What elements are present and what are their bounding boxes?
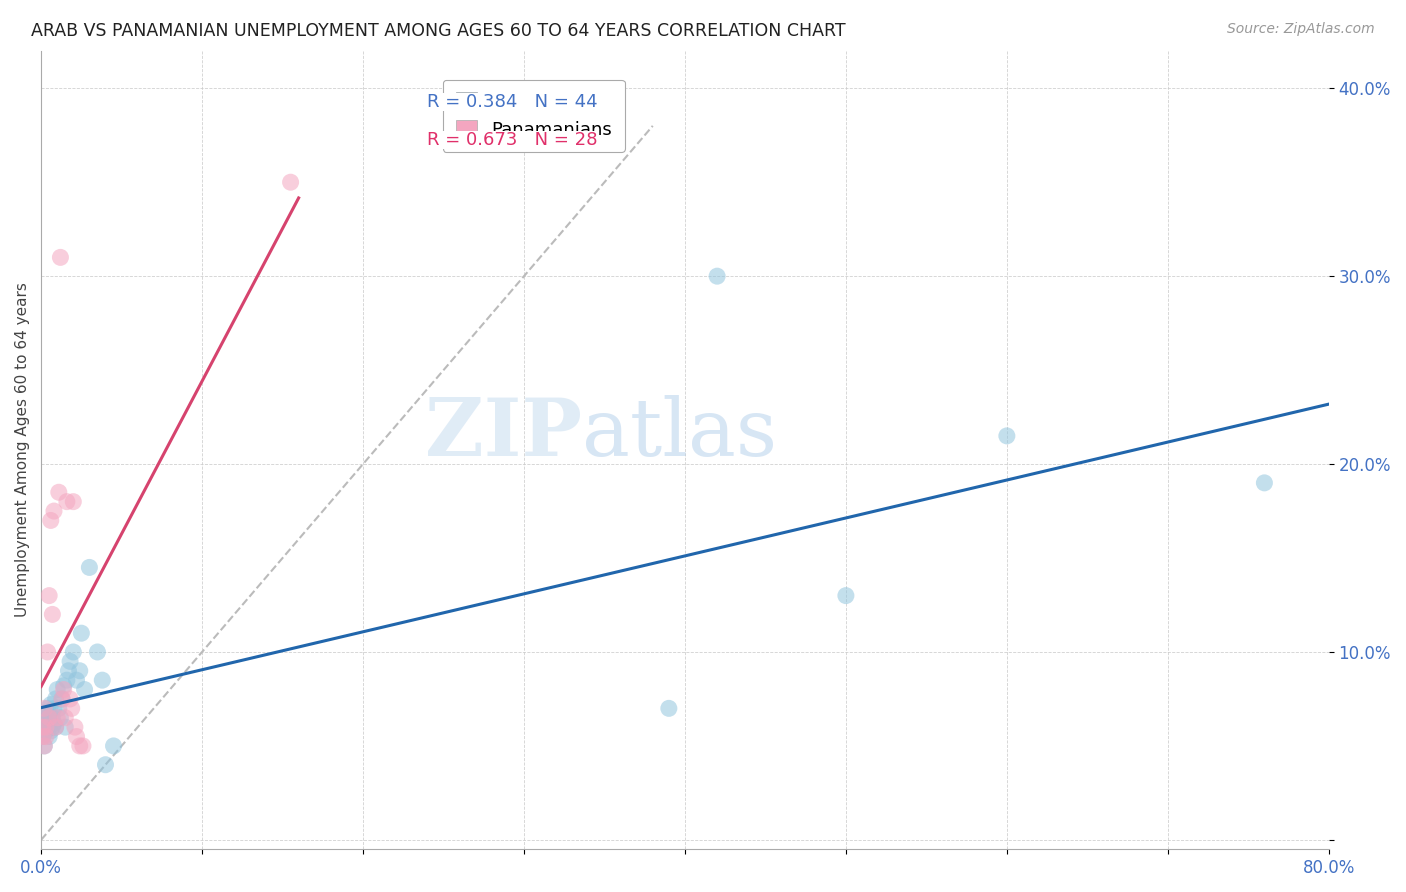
Point [69, 664, 91, 678]
Point [280, 175, 302, 189]
Point [58, 664, 80, 678]
Point [46, 682, 69, 697]
Point [56, 673, 79, 688]
Point [42, 701, 65, 715]
Point [34, 711, 56, 725]
Point [35, 723, 58, 738]
Point [38, 730, 60, 744]
Point [60, 701, 83, 715]
Point [59, 654, 82, 668]
Point [45, 692, 67, 706]
Point [38, 711, 60, 725]
Point [35, 716, 58, 731]
Point [35, 720, 58, 734]
Text: ARAB VS PANAMANIAN UNEMPLOYMENT AMONG AGES 60 TO 64 YEARS CORRELATION CHART: ARAB VS PANAMANIAN UNEMPLOYMENT AMONG AG… [31, 22, 845, 40]
Text: ZIP: ZIP [425, 395, 582, 473]
Point [94, 757, 117, 772]
Point [41, 711, 63, 725]
Point [62, 494, 84, 508]
Text: R = 0.673   N = 28: R = 0.673 N = 28 [427, 130, 598, 149]
Point [63, 720, 86, 734]
Point [34, 701, 56, 715]
Point [53, 711, 76, 725]
Point [103, 739, 125, 753]
Point [45, 720, 67, 734]
Point [73, 682, 96, 697]
Point [70, 626, 93, 640]
Point [39, 513, 62, 527]
Point [39, 698, 62, 712]
Point [1253, 475, 1275, 490]
Point [52, 682, 75, 697]
Point [31, 720, 53, 734]
Point [39, 723, 62, 738]
Point [31, 720, 53, 734]
Point [37, 701, 59, 715]
Point [38, 711, 60, 725]
Point [49, 251, 72, 265]
Point [49, 711, 72, 725]
Point [37, 645, 59, 659]
Point [46, 711, 69, 725]
Point [41, 607, 63, 622]
Point [62, 645, 84, 659]
Point [59, 692, 82, 706]
Point [38, 589, 60, 603]
Point [53, 720, 76, 734]
Legend: Arabs, Panamanians: Arabs, Panamanians [443, 79, 626, 152]
Point [48, 485, 70, 500]
Point [42, 504, 65, 518]
Point [658, 701, 681, 715]
Point [56, 494, 79, 508]
Point [995, 429, 1018, 443]
Text: Source: ZipAtlas.com: Source: ZipAtlas.com [1227, 22, 1375, 37]
Point [706, 269, 728, 284]
Point [91, 673, 114, 688]
Point [42, 716, 65, 731]
Point [65, 673, 87, 688]
Point [35, 730, 58, 744]
Y-axis label: Unemployment Among Ages 60 to 64 years: Unemployment Among Ages 60 to 64 years [15, 283, 30, 617]
Point [45, 720, 67, 734]
Point [69, 739, 91, 753]
Point [79, 560, 101, 574]
Point [37, 720, 59, 734]
Point [31, 730, 53, 744]
Text: atlas: atlas [582, 395, 778, 473]
Point [38, 720, 60, 734]
Text: R = 0.384   N = 44: R = 0.384 N = 44 [427, 93, 598, 111]
Point [51, 692, 73, 706]
Point [41, 720, 63, 734]
Point [835, 589, 858, 603]
Point [51, 692, 73, 706]
Point [48, 701, 70, 715]
Point [65, 730, 87, 744]
Point [86, 645, 108, 659]
Point [35, 705, 58, 719]
Point [72, 739, 94, 753]
Point [34, 739, 56, 753]
Point [52, 679, 75, 693]
Point [34, 739, 56, 753]
Point [31, 730, 53, 744]
